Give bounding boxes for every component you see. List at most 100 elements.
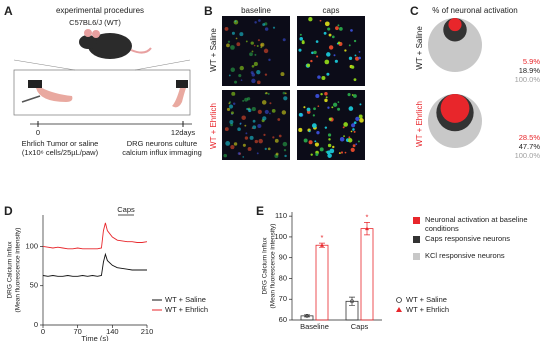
cell-dot — [316, 130, 320, 135]
cell-dot — [242, 143, 246, 147]
cell-dot — [355, 116, 360, 121]
cell-dot — [319, 19, 322, 22]
x-tick-label: 140 — [106, 327, 119, 336]
procedure-text: Ehrlich Tumor or saline — [22, 139, 99, 148]
micrograph — [222, 16, 290, 86]
cell-dot — [272, 26, 276, 29]
column-label: caps — [323, 6, 340, 15]
row-label: WT + Saline — [415, 26, 424, 70]
cell-dot — [326, 150, 331, 155]
legend-marker — [396, 307, 402, 312]
cell-dot — [313, 50, 317, 55]
cell-dot — [264, 73, 268, 76]
cell-dot — [260, 46, 263, 49]
cell-dot — [224, 127, 229, 132]
cell-dot — [348, 106, 354, 111]
cell-dot — [326, 72, 330, 76]
cell-dot — [253, 61, 258, 67]
cell-dot — [249, 52, 253, 57]
cell-dot — [298, 48, 302, 52]
detail-box — [13, 69, 191, 116]
micrographs — [222, 16, 365, 160]
cell-dot — [308, 140, 313, 145]
cell-dot — [353, 121, 357, 125]
legend-label: KCl responsive neurons — [425, 251, 505, 260]
cell-dot — [254, 53, 257, 56]
cell-dot — [264, 109, 269, 115]
cell-dot — [348, 44, 351, 47]
cell-dot — [316, 55, 319, 58]
cell-dot — [228, 104, 234, 109]
cell-dot — [242, 156, 245, 158]
cell-dot — [306, 107, 311, 112]
cell-dot — [261, 100, 267, 105]
bar — [315, 244, 329, 321]
legend-label: WT + Ehrlich — [406, 305, 449, 314]
cell-dot — [359, 118, 364, 123]
cell-dot — [352, 128, 355, 131]
cell-dot — [223, 153, 228, 158]
cell-dot — [230, 111, 234, 115]
cell-dot — [241, 115, 246, 120]
cell-dot — [328, 45, 334, 50]
cell-dot — [324, 98, 328, 103]
cell-dot — [231, 31, 235, 35]
cell-dot — [239, 32, 244, 37]
cell-dot — [256, 44, 259, 47]
cell-dot — [256, 80, 261, 85]
cell-dot — [251, 107, 256, 112]
y-axis-label: DRG Calcium Influx — [262, 237, 269, 295]
cell-dot — [331, 106, 334, 109]
cell-dot — [281, 110, 287, 115]
cell-dot — [323, 31, 327, 35]
cell-dot — [230, 67, 235, 72]
cell-dot — [327, 143, 332, 148]
cell-dot — [256, 70, 261, 75]
timeline-label: 0 — [36, 128, 40, 137]
cell-dot — [236, 42, 241, 47]
cell-dot — [231, 91, 236, 96]
cell-dot — [337, 101, 340, 103]
cell-dot — [258, 19, 261, 22]
value-label: 5.9% — [523, 57, 540, 66]
cell-dot — [353, 94, 357, 98]
cell-dot — [237, 127, 241, 131]
cell-dot — [269, 112, 271, 115]
legend-label: WT + Saline — [165, 295, 206, 304]
cell-dot — [327, 153, 332, 158]
cell-dot — [324, 92, 328, 96]
cell-dot — [314, 142, 320, 147]
cell-dot — [348, 56, 353, 60]
panel-label: D — [4, 204, 13, 218]
activation-circle — [428, 18, 482, 72]
cell-dot — [254, 139, 259, 144]
y-tick-label: 0 — [34, 320, 38, 329]
activation-circle — [440, 94, 470, 123]
cell-dot — [228, 74, 231, 77]
cell-dot — [244, 136, 249, 140]
cell-dot — [278, 134, 282, 138]
cell-dot — [226, 107, 231, 112]
cell-dot — [247, 108, 252, 113]
cell-dot — [269, 102, 272, 105]
y-tick-label: 90 — [279, 253, 287, 262]
cell-dot — [358, 51, 361, 53]
micrograph — [297, 16, 365, 86]
cell-dot — [332, 145, 335, 149]
cell-dot — [337, 107, 341, 111]
y-tick-label: 60 — [279, 315, 287, 324]
cell-dot — [357, 140, 360, 143]
cell-dot — [232, 102, 236, 105]
cell-dot — [352, 144, 356, 148]
cell-dot — [251, 73, 256, 77]
cell-dot — [239, 65, 244, 71]
cell-dot — [327, 27, 331, 31]
cell-dot — [332, 102, 338, 107]
cell-dot — [314, 140, 317, 143]
value-label: 100.0% — [515, 151, 541, 160]
cell-dot — [342, 126, 345, 129]
x-axis-label: Time (s) — [81, 334, 109, 341]
panel-label: C — [410, 4, 419, 18]
cell-dot — [331, 35, 335, 39]
